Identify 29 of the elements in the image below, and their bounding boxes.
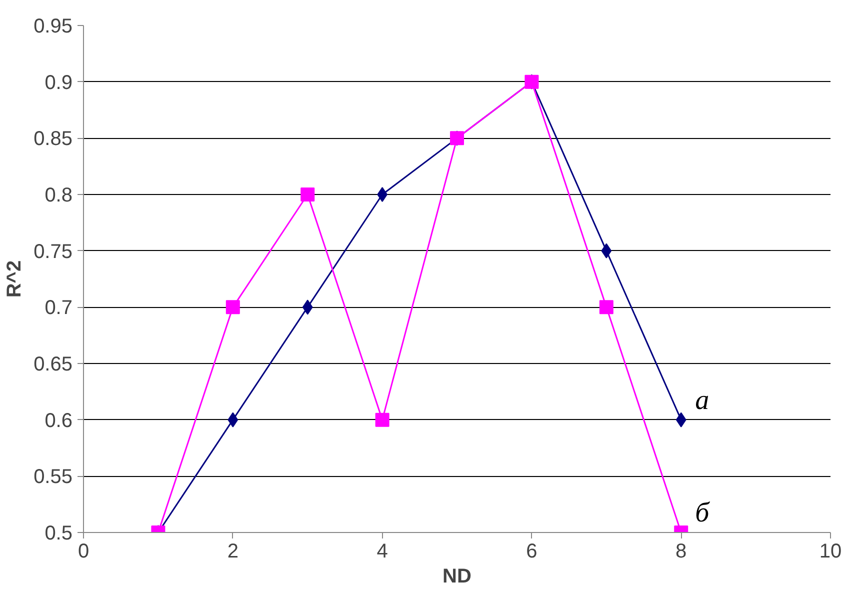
y-tick-label: 0.8: [44, 184, 73, 206]
point: [599, 300, 614, 314]
point: [300, 188, 315, 202]
x-tick-label: 10: [819, 540, 842, 562]
series-label: б: [695, 498, 710, 528]
y-axis-title: R^2: [4, 260, 26, 298]
x-tick-label: 2: [227, 540, 238, 562]
x-axis-title: ND: [442, 566, 472, 588]
y-tick-label: 0.5: [44, 522, 73, 544]
y-tick-label: 0.9: [44, 72, 73, 94]
point: [302, 300, 313, 315]
y-tick-label: 0.75: [34, 240, 73, 263]
point: [226, 300, 240, 314]
y-tick-label: 0.7: [44, 297, 73, 320]
point: [375, 412, 390, 427]
point: [228, 412, 238, 428]
x-tick-label: 0: [78, 540, 90, 562]
y-tick-label: 0.6: [44, 410, 73, 432]
point: [676, 412, 686, 428]
y-tick-label: 0.65: [34, 354, 73, 376]
x-tick-label: 6: [526, 540, 538, 562]
x-tick-label: 8: [676, 540, 687, 562]
point: [601, 243, 612, 258]
series-label: a: [695, 384, 710, 416]
point: [377, 187, 388, 202]
y-tick-label: 0.95: [34, 16, 73, 38]
y-tick-label: 0.85: [34, 128, 73, 150]
x-tick-label: 4: [376, 540, 388, 562]
y-tick-label: 0.55: [34, 466, 73, 488]
